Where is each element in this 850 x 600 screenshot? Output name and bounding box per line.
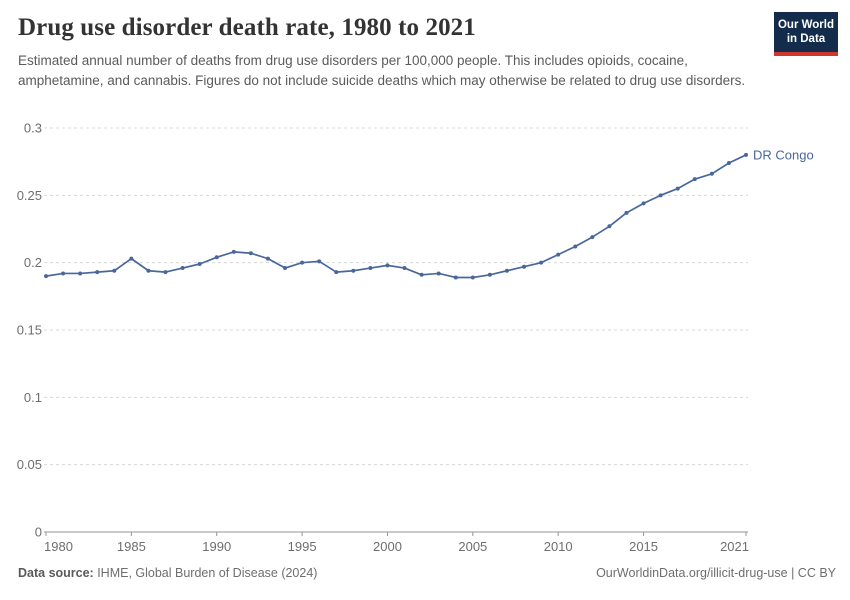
data-point[interactable] — [300, 260, 305, 265]
y-tick-label: 0 — [35, 525, 42, 540]
data-point[interactable] — [265, 256, 270, 261]
data-point[interactable] — [709, 171, 714, 176]
data-source-text: IHME, Global Burden of Disease (2024) — [93, 566, 318, 580]
data-point[interactable] — [641, 201, 646, 206]
data-point[interactable] — [470, 275, 475, 280]
chart-canvas[interactable]: 0 0.05 0.1 0.15 0.2 0.25 0.3 1980 1985 1990 1995 20… — [0, 105, 850, 560]
data-point[interactable] — [231, 249, 236, 254]
data-point[interactable] — [197, 262, 202, 267]
data-point[interactable] — [44, 274, 48, 279]
data-point[interactable] — [180, 266, 185, 271]
data-point[interactable] — [522, 264, 527, 269]
data-point[interactable] — [385, 263, 390, 268]
y-tick-label: 0.1 — [24, 390, 42, 405]
chart-footer: Data source: IHME, Global Burden of Dise… — [18, 566, 836, 580]
data-source: Data source: IHME, Global Burden of Dise… — [18, 566, 317, 580]
x-tick-label: 2021 — [720, 539, 749, 554]
data-point[interactable] — [675, 186, 680, 191]
data-point[interactable] — [163, 270, 168, 275]
data-point[interactable] — [624, 210, 629, 215]
data-point[interactable] — [95, 270, 100, 275]
data-point[interactable] — [78, 271, 83, 276]
data-point[interactable] — [504, 268, 509, 273]
data-point[interactable] — [351, 268, 356, 273]
x-tick-label: 2010 — [544, 539, 573, 554]
y-tick-label: 0.3 — [24, 121, 42, 136]
y-tick-label: 0.2 — [24, 255, 42, 270]
data-point[interactable] — [283, 266, 288, 271]
data-point[interactable] — [726, 161, 731, 166]
data-point[interactable] — [692, 177, 697, 182]
data-point[interactable] — [368, 266, 373, 271]
data-point[interactable] — [556, 252, 561, 257]
x-tick-label: 1980 — [44, 539, 73, 554]
attribution: OurWorldinData.org/illicit-drug-use | CC… — [596, 566, 836, 580]
data-point[interactable] — [214, 255, 219, 260]
data-source-label: Data source: — [18, 566, 94, 580]
data-point[interactable] — [453, 275, 458, 280]
data-point[interactable] — [436, 271, 441, 276]
y-tick-label: 0.05 — [17, 457, 42, 472]
data-point[interactable] — [61, 271, 66, 276]
x-tick-label: 1995 — [288, 539, 317, 554]
data-point[interactable] — [419, 272, 424, 277]
owid-logo[interactable]: Our World in Data — [774, 12, 838, 56]
data-point[interactable] — [146, 268, 151, 273]
y-tick-label: 0.15 — [17, 323, 42, 338]
logo-line1: Our World — [777, 19, 834, 31]
x-tick-label: 2015 — [629, 539, 658, 554]
x-tick-label: 1985 — [117, 539, 146, 554]
data-point[interactable] — [129, 256, 134, 261]
data-point[interactable] — [539, 260, 544, 265]
data-point[interactable] — [317, 259, 322, 264]
data-point[interactable] — [573, 244, 578, 249]
x-tick-label: 2000 — [373, 539, 402, 554]
data-point[interactable] — [112, 268, 117, 273]
data-point[interactable] — [334, 270, 339, 275]
data-point[interactable] — [658, 193, 663, 198]
x-tick-label: 2005 — [458, 539, 487, 554]
chart-header: Drug use disorder death rate, 1980 to 20… — [0, 0, 850, 92]
data-line[interactable] — [45, 154, 747, 279]
license-link[interactable]: CC BY — [797, 566, 836, 580]
owid-link[interactable]: OurWorldinData.org/illicit-drug-use — [596, 566, 788, 580]
line-chart-svg[interactable]: 0 0.05 0.1 0.15 0.2 0.25 0.3 1980 1985 1990 1995 20… — [0, 105, 850, 560]
page-title: Drug use disorder death rate, 1980 to 20… — [18, 14, 476, 41]
series-end-label[interactable]: DR Congo — [753, 147, 814, 162]
data-point[interactable] — [590, 235, 595, 240]
attribution-divider: | — [787, 566, 798, 580]
y-tick-label: 0.25 — [17, 188, 42, 203]
data-point[interactable] — [248, 251, 253, 256]
data-point[interactable] — [607, 224, 612, 229]
data-point[interactable] — [402, 266, 407, 271]
x-tick-label: 1990 — [202, 539, 231, 554]
data-point[interactable] — [744, 152, 748, 157]
logo-line2: in Data — [786, 33, 826, 46]
data-point[interactable] — [487, 272, 492, 277]
chart-subtitle: Estimated annual number of deaths from d… — [18, 53, 746, 89]
